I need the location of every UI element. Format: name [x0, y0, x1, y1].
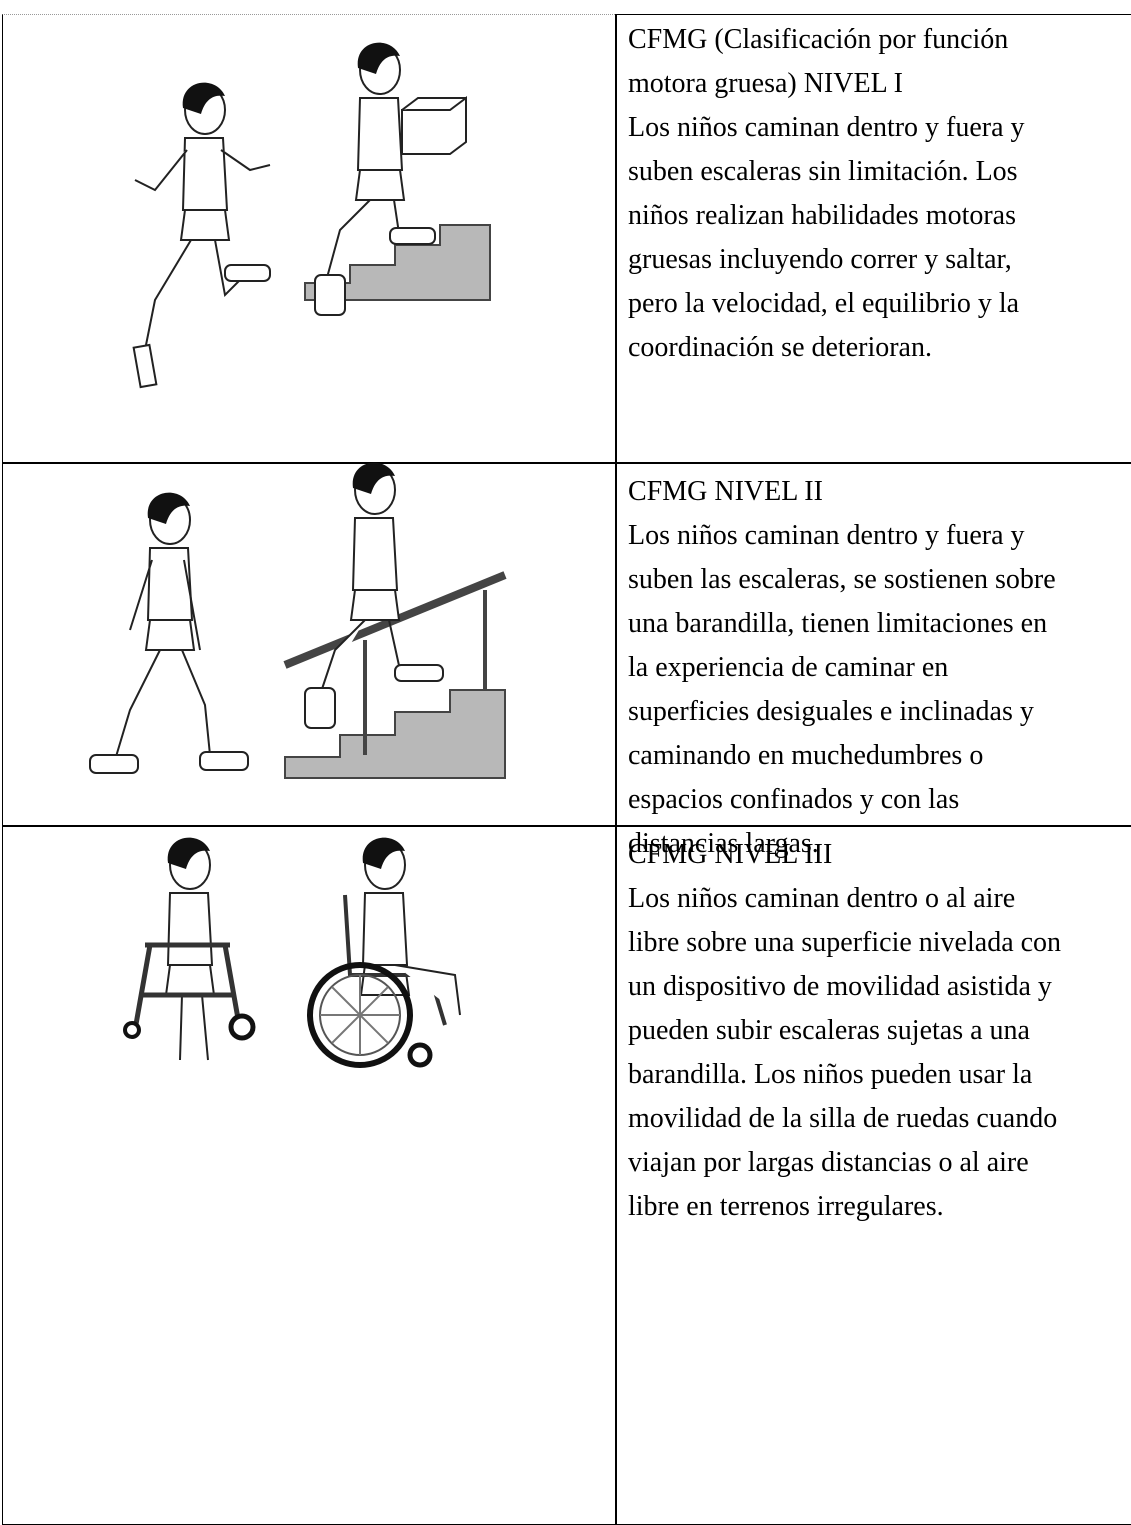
- text-line: CFMG (Clasificación por función: [628, 24, 1009, 55]
- text-line: pueden subir escaleras sujetas a una: [628, 1015, 1030, 1046]
- text-line: Los niños caminan dentro y fuera y: [628, 112, 1025, 143]
- text-line: la experiencia de caminar en: [628, 652, 949, 683]
- text-line: viajan por largas distancias o al aire: [628, 1147, 1029, 1178]
- text-line: libre en terrenos irregulares.: [628, 1191, 944, 1222]
- page: CFMG {"table": {"rows": [ {"lines": ["CF…: [2, 14, 1131, 1525]
- text-line: CFMG NIVEL II: [628, 476, 823, 507]
- document: CFMG (Clasificación por función motora gr…: [2, 14, 1131, 1525]
- child-on-stairs: [304, 461, 444, 729]
- text-line: caminando en muchedumbres o: [628, 740, 984, 771]
- child-carrying-box: [314, 41, 467, 316]
- table-cell: [615, 462, 1131, 827]
- text-line: una barandilla, tienen limitaciones en: [628, 608, 1048, 639]
- table-cell: [2, 462, 617, 827]
- running-child: [132, 81, 271, 389]
- text-line: pero la velocidad, el equilibrio y la: [628, 288, 1020, 319]
- text-line: motora gruesa) NIVEL I: [628, 68, 903, 99]
- text-line: niños realizan habilidades motoras: [628, 200, 1016, 231]
- text-line: libre sobre una superficie nivelada con: [628, 927, 1062, 958]
- walking-child: [89, 491, 249, 774]
- text-line: Los niños caminan dentro o al aire: [628, 883, 1016, 914]
- text-line: movilidad de la silla de ruedas cuando: [628, 1103, 1058, 1134]
- text-line: coordinación se deterioran.: [628, 332, 932, 363]
- text-line: CFMG NIVEL III: [628, 839, 833, 870]
- text-line: Los niños caminan dentro y fuera y: [628, 520, 1025, 551]
- text-line: suben las escaleras, se sostienen sobre: [628, 564, 1056, 595]
- text-line: superficies desiguales e inclinadas y: [628, 696, 1034, 727]
- text-line: suben escaleras sin limitación. Los: [628, 156, 1018, 187]
- child-in-wheelchair: [307, 836, 461, 1068]
- illustrations: [89, 41, 507, 1068]
- text-line: un dispositivo de movilidad asistida y: [628, 971, 1052, 1002]
- table-cell: [615, 14, 1131, 464]
- text-line: distancias largas.: [628, 828, 819, 859]
- child-with-walker: [123, 836, 256, 1061]
- table-cell: [2, 14, 617, 464]
- stairs: [284, 689, 506, 779]
- text-line: espacios confinados y con las: [628, 784, 960, 815]
- text-line: barandilla. Los niños pueden usar la: [628, 1059, 1033, 1090]
- text-line: gruesas incluyendo correr y saltar,: [628, 244, 1012, 275]
